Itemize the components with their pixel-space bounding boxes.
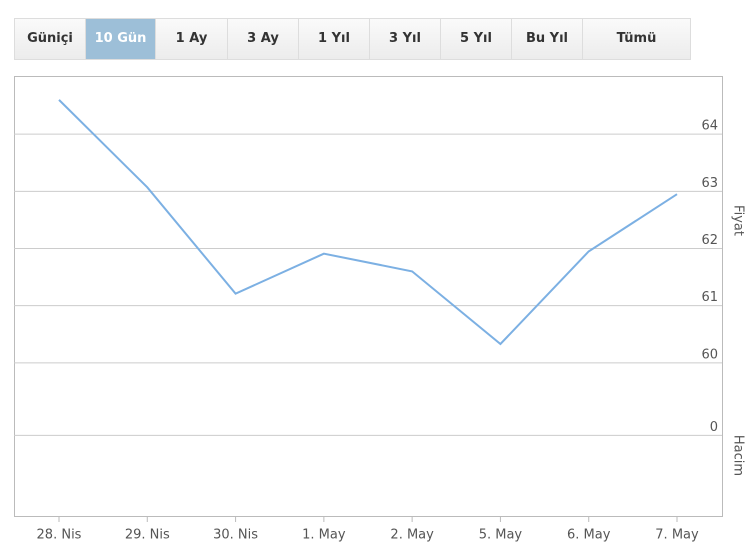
x-tick-label: 1. May [302,528,346,543]
y-tick-label: 60 [701,347,718,362]
y-tick-label: 61 [701,290,718,305]
x-tick-label: 28. Nis [37,528,82,543]
y-tick-label: 63 [701,176,718,191]
y-tick-label: 62 [701,233,718,248]
range-tab[interactable]: Tümü [583,19,691,59]
x-tick-label: 30. Nis [213,528,258,543]
range-tab[interactable]: Bu Yıl [512,19,583,59]
range-tab[interactable]: 5 Yıl [441,19,512,59]
x-tick-label: 7. May [655,528,699,543]
plot-frame [14,76,723,517]
range-tab[interactable]: 3 Ay [228,19,299,59]
y-tick-label: 0 [710,420,718,435]
y-axis-title: Hacim [731,435,746,476]
y-tick-label: 64 [701,119,718,134]
range-tab[interactable]: 3 Yıl [370,19,441,59]
x-tick-label: 5. May [479,528,523,543]
range-tab[interactable]: Güniçi [15,19,86,59]
x-tick-label: 2. May [390,528,434,543]
range-tab[interactable]: 10 Gün [86,19,156,59]
range-tabs: Güniçi 10 Gün 1 Ay 3 Ay 1 Yıl 3 Yıl 5 Yıl Bu Yı… [14,18,691,60]
price-line [58,99,678,346]
range-tab[interactable]: 1 Ay [156,19,228,59]
y-axis-title: Fiyat [731,205,746,236]
range-tab[interactable]: 1 Yıl [299,19,370,59]
x-tick-label: 29. Nis [125,528,170,543]
x-tick-label: 6. May [567,528,611,543]
